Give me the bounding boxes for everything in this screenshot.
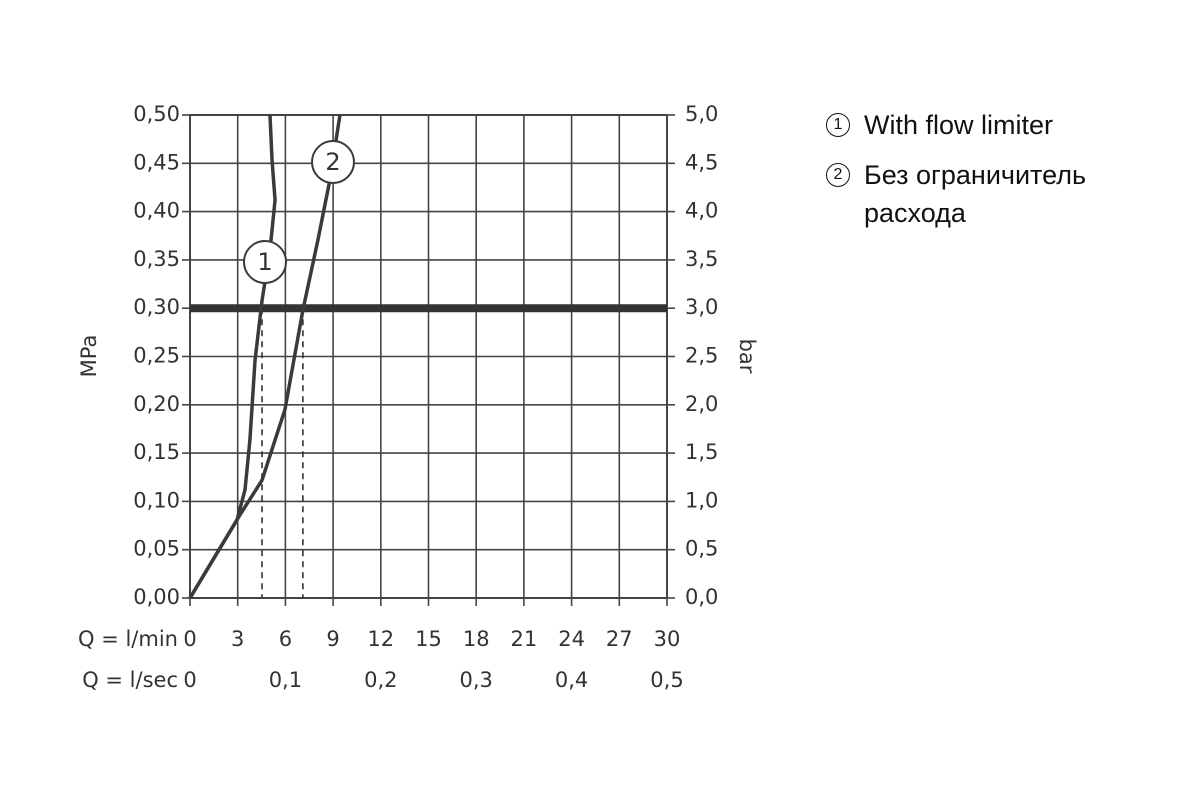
legend-label: With flow limiter <box>864 110 1054 140</box>
x-tick-label: 27 <box>606 627 633 651</box>
y2-tick-label: 2,0 <box>685 392 718 416</box>
y2-tick-label: 1,5 <box>685 440 718 464</box>
x2-tick-label: 0,2 <box>364 668 397 692</box>
legend-item: 2 Без ограничитель расхода <box>822 156 1112 232</box>
series-line <box>188 114 342 599</box>
x-tick-label: 24 <box>558 627 585 651</box>
series-line <box>188 114 277 599</box>
y-tick-label: 0,50 <box>133 102 180 126</box>
y-tick-label: 0,30 <box>133 295 180 319</box>
x2-axis-label: Q = l/sec <box>82 668 178 692</box>
x-tick-label: 6 <box>279 627 292 651</box>
y-tick-label: 0,00 <box>133 585 180 609</box>
x-tick-label: 15 <box>415 627 442 651</box>
x-axis-label: Q = l/min <box>78 627 178 651</box>
x2-tick-label: 0,3 <box>459 668 492 692</box>
x-tick-label: 30 <box>654 627 681 651</box>
legend-marker: 2 <box>826 163 850 187</box>
y-tick-label: 0,40 <box>133 199 180 223</box>
x2-tick-label: 0,4 <box>555 668 588 692</box>
y2-axis-label: bar <box>735 339 759 374</box>
legend-item: 1 With flow limiter <box>822 106 1112 144</box>
legend: 1 With flow limiter 2 Без ограничитель расх… <box>822 106 1112 244</box>
y-tick-label: 0,35 <box>133 247 180 271</box>
y-tick-label: 0,05 <box>133 537 180 561</box>
x-tick-label: 0 <box>183 627 196 651</box>
y-tick-label: 0,10 <box>133 488 180 512</box>
y-tick-label: 0,45 <box>133 150 180 174</box>
y-tick-label: 0,20 <box>133 392 180 416</box>
y2-tick-label: 4,0 <box>685 199 718 223</box>
series-badge <box>243 240 287 284</box>
y-tick-label: 0,25 <box>133 344 180 368</box>
x2-tick-label: 0,1 <box>269 668 302 692</box>
legend-marker: 1 <box>826 113 850 137</box>
series-badge-label: 1 <box>257 248 272 276</box>
y2-tick-label: 1,0 <box>685 488 718 512</box>
plot-frame <box>189 114 668 599</box>
y2-tick-label: 0,0 <box>685 585 718 609</box>
y2-tick-label: 3,0 <box>685 295 718 319</box>
series-badge <box>311 140 355 184</box>
x-tick-label: 21 <box>511 627 538 651</box>
y2-tick-label: 2,5 <box>685 344 718 368</box>
y2-tick-label: 3,5 <box>685 247 718 271</box>
x-tick-label: 9 <box>326 627 339 651</box>
x2-tick-label: 0 <box>183 668 196 692</box>
y-axis-label: MPa <box>77 335 101 378</box>
series-badge-label: 2 <box>325 148 340 176</box>
y2-tick-label: 0,5 <box>685 537 718 561</box>
x2-tick-label: 0,5 <box>650 668 683 692</box>
y-tick-label: 0,15 <box>133 440 180 464</box>
x-tick-label: 3 <box>231 627 244 651</box>
legend-label: Без ограничитель расхода <box>864 160 1087 228</box>
y2-tick-label: 5,0 <box>685 102 718 126</box>
x-tick-label: 18 <box>463 627 490 651</box>
y2-tick-label: 4,5 <box>685 150 718 174</box>
x-tick-label: 12 <box>367 627 394 651</box>
